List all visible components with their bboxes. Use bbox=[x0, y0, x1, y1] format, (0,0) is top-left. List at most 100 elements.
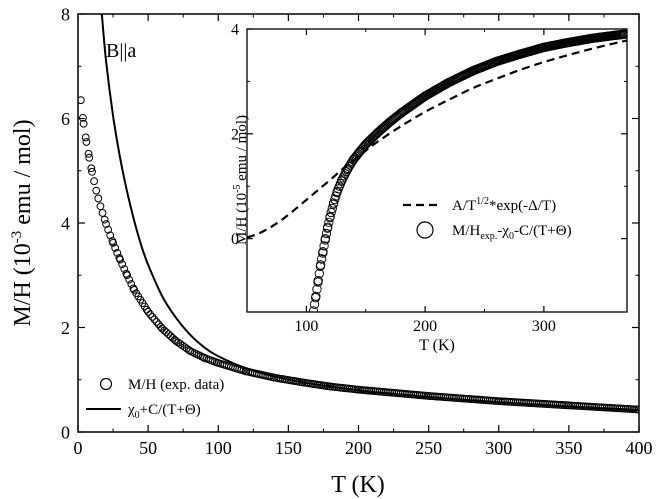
inset-legend-model-sup: 1/2 bbox=[476, 196, 489, 207]
main-x-tick-label: 300 bbox=[485, 438, 512, 458]
inset-x-tick-label: 300 bbox=[532, 318, 556, 335]
inset-y-axis-label: M/H (10-5 emu / mol) bbox=[232, 115, 250, 245]
main-data-point bbox=[144, 307, 153, 316]
inset-data-point bbox=[313, 275, 323, 286]
main-data-point bbox=[81, 133, 90, 142]
inset-y-axis-label-main: M/H (10 bbox=[234, 193, 250, 245]
main-legend-fit-tail: +C/(T+Θ) bbox=[140, 402, 201, 418]
inset-data-point bbox=[331, 191, 341, 201]
main-legend-fit-sub: 0 bbox=[135, 410, 140, 421]
main-data-point bbox=[150, 315, 159, 324]
main-legend-fit-main: χ bbox=[127, 402, 135, 418]
main-x-tick-label: 250 bbox=[415, 438, 442, 458]
inset-data-point bbox=[319, 241, 329, 251]
main-data-point bbox=[123, 271, 131, 280]
main-data-point bbox=[166, 332, 175, 340]
inset-plot-frame bbox=[246, 28, 628, 313]
inset-data-point bbox=[315, 260, 326, 270]
main-series-line-1 bbox=[100, 14, 639, 412]
inset-data-point bbox=[327, 203, 337, 214]
main-data-point bbox=[152, 317, 161, 326]
inset-legend-label-exp: M/Hexp.-χ0-C/(T+Θ) bbox=[452, 223, 572, 242]
main-data-point bbox=[158, 324, 167, 333]
main-x-tick-label: 400 bbox=[626, 438, 653, 458]
inset-series-line-0 bbox=[247, 39, 627, 239]
main-data-point bbox=[120, 265, 129, 273]
inset-data-point bbox=[321, 228, 332, 239]
inset-y-axis-label-exponent: -5 bbox=[232, 185, 243, 193]
main-data-point bbox=[92, 186, 101, 195]
inset-x-tick-label: 100 bbox=[294, 318, 318, 335]
main-legend-label-exp: M/H (exp. data) bbox=[128, 377, 224, 393]
inset-axis-ticks: 100 200 300 0 2 4 bbox=[231, 22, 627, 335]
main-legend-label-fit: χ0+C/(T+Θ) bbox=[127, 402, 201, 421]
inset-legend-model-main: A/T bbox=[452, 198, 476, 214]
main-data-point bbox=[96, 202, 105, 211]
main-x-axis-label: T (K) bbox=[331, 472, 385, 498]
main-y-axis-label: M/H (10-3 emu / mol) bbox=[9, 119, 36, 326]
inset-y-tick-label: 2 bbox=[231, 126, 239, 143]
main-data-point bbox=[118, 260, 127, 269]
main-annotation: B||a bbox=[106, 40, 136, 62]
main-data-point bbox=[125, 275, 134, 284]
main-data-point bbox=[146, 310, 155, 319]
main-x-tick-label: 350 bbox=[555, 438, 582, 458]
main-data-point bbox=[106, 231, 115, 240]
inset-data-point bbox=[323, 222, 333, 232]
main-data-point bbox=[94, 194, 103, 203]
inset-series-layer bbox=[247, 29, 627, 312]
main-data-point bbox=[111, 243, 120, 252]
main-data-point bbox=[87, 164, 96, 173]
inset-legend-exp-mid: -χ bbox=[497, 223, 509, 239]
main-x-tick-label: 200 bbox=[345, 438, 372, 458]
inset-data-point bbox=[311, 291, 321, 301]
main-data-point bbox=[100, 215, 109, 224]
main-data-point bbox=[162, 328, 171, 337]
main-legend-circle-marker bbox=[99, 377, 113, 391]
inset-data-point bbox=[318, 247, 328, 257]
inset-data-point bbox=[317, 254, 327, 264]
inset-legend-exp-sub2: 0 bbox=[509, 231, 514, 242]
main-x-tick-label: 150 bbox=[275, 438, 302, 458]
main-y-axis-label-main: M/H (10 bbox=[10, 243, 36, 326]
main-series-layer bbox=[78, 14, 639, 414]
inset-y-axis-label-tail: emu / mol) bbox=[234, 115, 250, 185]
inset-y-tick-label: 4 bbox=[231, 22, 239, 39]
main-y-tick-label: 8 bbox=[61, 4, 70, 24]
main-data-point bbox=[148, 312, 157, 321]
main-data-point bbox=[85, 153, 94, 162]
inset-x-axis-label: T (K) bbox=[419, 337, 455, 354]
inset-data-point bbox=[320, 233, 331, 244]
inset-chart-marks bbox=[247, 29, 627, 312]
main-data-point bbox=[109, 238, 117, 247]
main-data-point bbox=[79, 119, 88, 128]
inset-legend-circle-marker bbox=[416, 221, 434, 239]
inset-data-point bbox=[619, 29, 627, 39]
main-data-point bbox=[84, 149, 93, 158]
inset-legend: A/T1/2*exp(-Δ/T) M/Hexp.-χ0-C/(T+Θ) bbox=[403, 196, 572, 242]
inset-legend-exp-sub1: exp. bbox=[480, 231, 497, 242]
main-data-point bbox=[88, 167, 96, 176]
main-data-point bbox=[90, 177, 99, 186]
main-y-tick-label: 0 bbox=[61, 422, 70, 442]
main-data-point bbox=[116, 255, 124, 264]
inset-data-point bbox=[308, 306, 319, 312]
inset-background bbox=[247, 29, 627, 312]
main-data-point bbox=[113, 248, 122, 257]
main-x-tick-label: 0 bbox=[74, 438, 83, 458]
main-data-point bbox=[78, 96, 85, 105]
main-data-point bbox=[82, 138, 91, 146]
main-chart-marks bbox=[78, 14, 639, 414]
main-y-tick-label: 6 bbox=[61, 109, 70, 129]
main-x-tick-label: 100 bbox=[205, 438, 232, 458]
main-y-tick-label: 4 bbox=[61, 213, 70, 233]
inset-y-tick-label: 0 bbox=[231, 231, 239, 248]
inset-legend-exp-tail: -C/(T+Θ) bbox=[514, 223, 572, 239]
main-data-point bbox=[98, 209, 107, 217]
main-y-axis-label-exponent: -3 bbox=[9, 231, 25, 244]
inset-data-point bbox=[329, 198, 339, 208]
